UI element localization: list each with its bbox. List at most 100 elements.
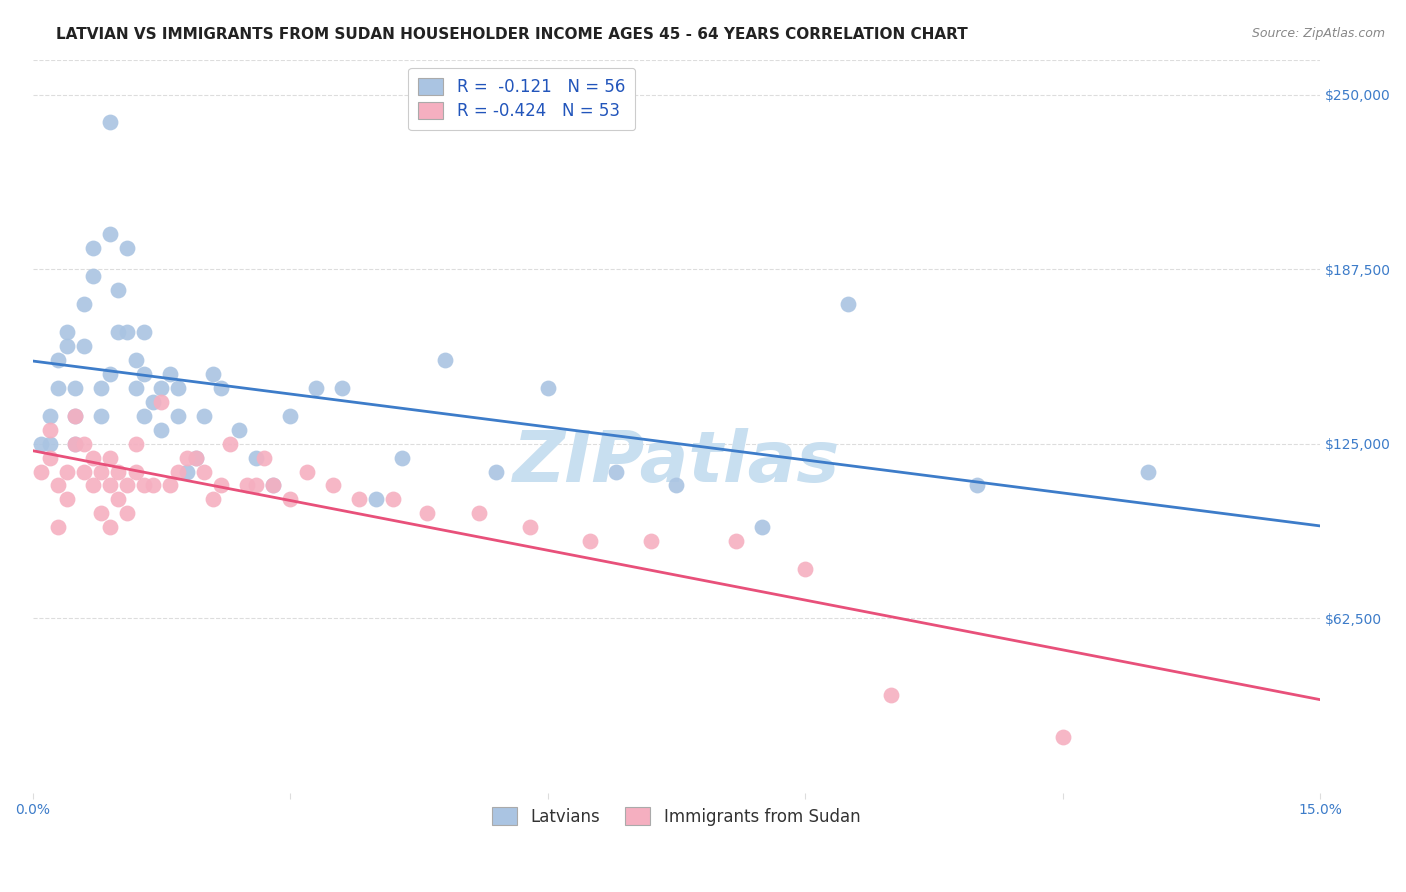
Point [115, 478, 138, 492]
Point [73, 436, 96, 450]
Point [193, 465, 215, 479]
Point [132, 478, 155, 492]
Point [115, 507, 138, 521]
Point [150, 394, 173, 409]
Point [132, 409, 155, 423]
Point [90, 409, 112, 423]
Point [176, 450, 198, 465]
Point [468, 507, 491, 521]
Point [236, 478, 259, 492]
Point [751, 520, 773, 534]
Point [167, 409, 190, 423]
Point [30, 436, 52, 450]
Point [73, 297, 96, 311]
Point [219, 436, 242, 450]
Point [579, 534, 602, 549]
Point [124, 465, 146, 479]
Point [391, 450, 413, 465]
Text: ZIPatlas: ZIPatlas [513, 428, 839, 497]
Point [150, 423, 173, 437]
Point [262, 478, 284, 492]
Point [184, 450, 207, 465]
Point [1052, 730, 1074, 744]
Point [228, 423, 250, 437]
Point [1137, 465, 1160, 479]
Point [433, 352, 456, 367]
Point [167, 381, 190, 395]
Point [56, 339, 79, 353]
Point [159, 478, 181, 492]
Point [278, 409, 301, 423]
Point [193, 409, 215, 423]
Point [124, 381, 146, 395]
Point [46, 381, 69, 395]
Point [794, 562, 817, 576]
Point [90, 465, 112, 479]
Point [330, 381, 353, 395]
Point [38, 436, 60, 450]
Point [132, 325, 155, 339]
Point [485, 465, 508, 479]
Point [245, 450, 267, 465]
Point [132, 367, 155, 381]
Point [115, 325, 138, 339]
Point [262, 478, 284, 492]
Point [98, 115, 121, 129]
Point [536, 381, 558, 395]
Point [245, 478, 267, 492]
Point [176, 465, 198, 479]
Point [364, 492, 387, 507]
Point [124, 352, 146, 367]
Point [56, 325, 79, 339]
Point [416, 507, 439, 521]
Point [382, 492, 405, 507]
Point [107, 465, 129, 479]
Point [38, 409, 60, 423]
Point [124, 436, 146, 450]
Point [38, 450, 60, 465]
Point [725, 534, 748, 549]
Point [82, 268, 104, 283]
Point [98, 367, 121, 381]
Point [347, 492, 370, 507]
Point [966, 478, 988, 492]
Text: LATVIAN VS IMMIGRANTS FROM SUDAN HOUSEHOLDER INCOME AGES 45 - 64 YEARS CORRELATI: LATVIAN VS IMMIGRANTS FROM SUDAN HOUSEHO… [56, 27, 967, 42]
Point [107, 325, 129, 339]
Point [184, 450, 207, 465]
Point [56, 465, 79, 479]
Point [65, 381, 87, 395]
Point [98, 520, 121, 534]
Point [65, 409, 87, 423]
Point [880, 688, 903, 702]
Point [322, 478, 344, 492]
Point [665, 478, 688, 492]
Point [98, 478, 121, 492]
Point [38, 423, 60, 437]
Text: Source: ZipAtlas.com: Source: ZipAtlas.com [1251, 27, 1385, 40]
Point [98, 450, 121, 465]
Point [30, 465, 52, 479]
Point [46, 520, 69, 534]
Point [519, 520, 541, 534]
Point [201, 492, 224, 507]
Point [150, 381, 173, 395]
Point [46, 352, 69, 367]
Point [167, 465, 190, 479]
Point [107, 492, 129, 507]
Point [73, 465, 96, 479]
Point [90, 507, 112, 521]
Point [82, 450, 104, 465]
Point [82, 478, 104, 492]
Point [73, 339, 96, 353]
Point [640, 534, 662, 549]
Point [605, 465, 627, 479]
Point [201, 367, 224, 381]
Point [65, 436, 87, 450]
Point [46, 478, 69, 492]
Point [56, 492, 79, 507]
Point [142, 394, 165, 409]
Point [90, 381, 112, 395]
Point [209, 381, 232, 395]
Point [837, 297, 859, 311]
Point [107, 283, 129, 297]
